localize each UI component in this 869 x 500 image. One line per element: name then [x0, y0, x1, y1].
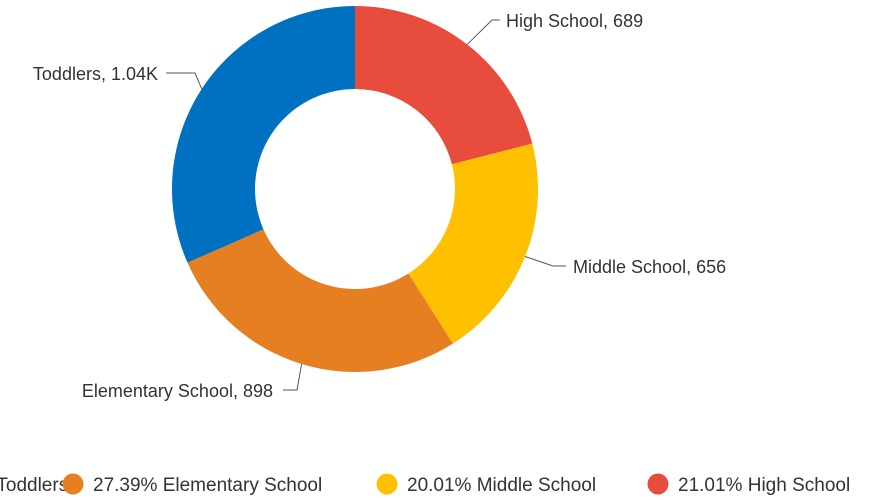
slice-label-elementary-school: Elementary School, 898: [82, 381, 273, 401]
legend-swatch-high-school: [647, 473, 669, 495]
legend-label-high-school: 21.01% High School: [678, 475, 850, 496]
legend-item-high-school[interactable]: 21.01% High School: [647, 473, 851, 497]
legend-swatch-middle-school: [376, 473, 398, 495]
slice-toddlers[interactable]: [171, 6, 355, 263]
chart-slices: [171, 6, 538, 373]
leader-line-high-school: [466, 19, 500, 45]
legend-label-toddlers: 31.60% Toddlers: [0, 475, 68, 496]
legend-label-elementary-school: 27.39% Elementary School: [93, 475, 322, 496]
legend-label-middle-school: 20.01% Middle School: [407, 475, 596, 496]
legend-item-elementary-school[interactable]: 27.39% Elementary School: [62, 473, 323, 497]
leader-line-elementary-school: [283, 363, 303, 391]
leader-line-toddlers: [166, 72, 203, 90]
chart-legend: 31.60% Toddlers 27.39% Elementary School 2…: [0, 473, 851, 497]
slice-elementary-school[interactable]: [187, 229, 453, 373]
legend-item-middle-school[interactable]: 20.01% Middle School: [376, 473, 597, 497]
leader-line-middle-school: [524, 256, 566, 267]
slice-label-toddlers: Toddlers, 1.04K: [33, 64, 158, 84]
slice-label-high-school: High School, 689: [506, 11, 643, 31]
chart-slice-labels: High School, 689 Middle School, 656 Elemen…: [33, 11, 726, 401]
slice-high-school[interactable]: [355, 6, 533, 165]
slice-middle-school[interactable]: [408, 143, 538, 344]
legend-swatch-elementary-school: [62, 473, 84, 495]
slice-label-middle-school: Middle School, 656: [573, 257, 726, 277]
legend-item-toddlers[interactable]: 31.60% Toddlers: [0, 474, 68, 497]
